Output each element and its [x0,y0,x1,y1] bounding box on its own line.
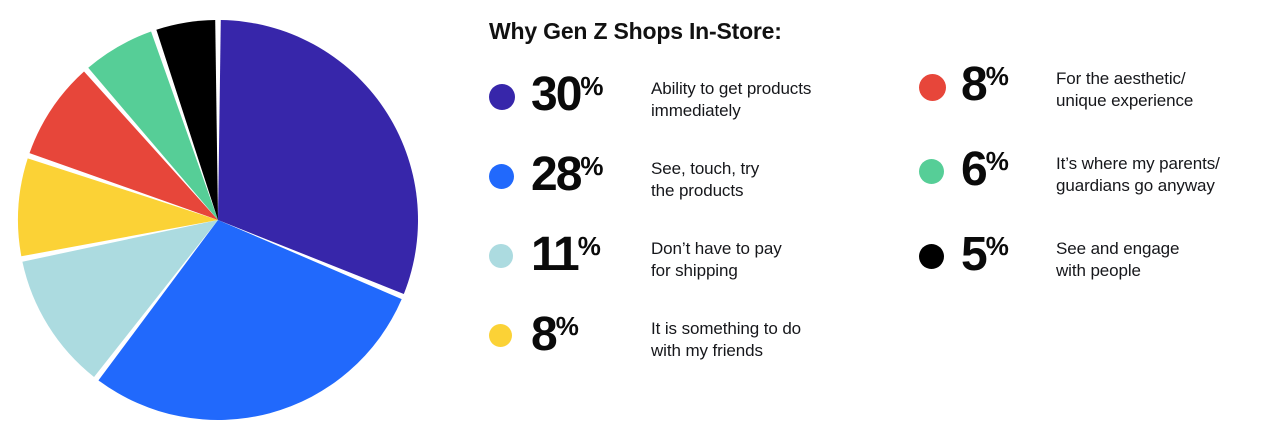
legend-item[interactable]: 11% Don’t have to pay for shipping [489,227,919,310]
legend-percent-number: 11 [531,227,580,281]
pie-slice[interactable] [218,20,419,294]
legend-description-line: guardians go anyway [1056,175,1215,195]
legend-percent-symbol: % [985,145,1009,176]
pie-slice[interactable] [29,71,219,220]
legend-percent-number: 5 [961,227,988,281]
legend-swatch-cell [489,70,531,110]
legend-columns: 30% Ability to get products immediately 28%… [489,56,1269,390]
legend-color-dot-icon [919,243,944,269]
legend-percent-number: 8 [531,307,558,361]
legend-column-left: 30% Ability to get products immediately 28%… [489,56,919,390]
legend-description: For the aesthetic/unique experience [1056,60,1269,112]
legend-percent-symbol: % [580,70,603,101]
legend-description: It is something to do with my friends [651,310,919,362]
legend-panel: Why Gen Z Shops In-Store: 30% Ability to … [489,18,1269,428]
pie-slice-group [17,20,419,421]
legend-percent-symbol: % [555,310,579,341]
legend-percent-number: 8 [961,57,988,111]
legend-description: Ability to get products immediately [651,70,919,122]
legend-percent: 28% [531,147,651,201]
legend-percent: 8% [531,307,651,361]
legend-description-line: It’s where my parents/ [1056,153,1220,173]
legend-description: See and engage with people [1056,230,1269,282]
legend-description: Don’t have to pay for shipping [651,230,919,282]
legend-percent-symbol: % [985,230,1009,261]
legend-percent: 8% [961,57,1056,111]
legend-description-line: See and engage [1056,238,1180,258]
legend-swatch-cell [489,150,531,189]
legend-description-line: Ability to get products [651,78,812,98]
legend-percent: 5% [961,227,1056,281]
legend-swatch-cell [489,230,531,268]
legend-percent-number: 28 [531,147,582,201]
page-title: Why Gen Z Shops In-Store: [489,18,782,44]
legend-description-line: for shipping [651,260,738,280]
legend-item[interactable]: 5% See and engage with people [919,227,1269,315]
legend-color-dot-icon [919,158,944,184]
legend-description-line: with my friends [651,340,763,360]
legend-percent-symbol: % [580,150,603,181]
pie-slice[interactable] [17,158,219,257]
legend-swatch-cell [489,310,531,347]
legend-description-line: unique experience [1056,90,1194,110]
legend-description-line: with people [1056,260,1141,280]
legend-item[interactable]: 6% It’s where my parents/guardians go any… [919,142,1269,230]
pie-slice[interactable] [88,31,219,221]
legend-column-right: 8% For the aesthetic/unique experience 6% I… [919,56,1269,315]
legend-swatch-cell [919,230,961,269]
legend-item[interactable]: 28% See, touch, try the products [489,147,919,230]
legend-percent: 11% [531,227,651,281]
legend-percent-number: 6 [961,142,988,196]
legend-color-dot-icon [489,323,512,347]
legend-item[interactable]: 8% For the aesthetic/unique experience [919,57,1269,145]
pie-slice[interactable] [156,20,218,220]
legend-color-dot-icon [489,83,515,110]
legend-percent-symbol: % [985,60,1009,91]
legend-color-dot-icon [489,163,514,189]
legend-color-dot-icon [489,243,513,268]
legend-percent-number: 30 [531,67,582,121]
legend-description-line: the products [651,180,744,200]
legend-item[interactable]: 30% Ability to get products immediately [489,67,919,150]
legend-description-line: See, touch, try [651,158,760,178]
legend-swatch-cell [919,60,961,101]
pie-chart-svg [17,20,419,421]
pie-slice[interactable] [22,220,218,377]
legend-item[interactable]: 8% It is something to do with my friends [489,307,919,390]
legend-description: See, touch, try the products [651,150,919,202]
legend-percent-symbol: % [577,230,601,261]
legend-color-dot-icon [919,73,946,101]
legend-percent: 30% [531,67,651,121]
legend-description-line: It is something to do [651,318,802,338]
legend-description: It’s where my parents/guardians go anywa… [1056,145,1269,197]
pie-slice[interactable] [98,220,402,421]
legend-percent: 6% [961,142,1056,196]
legend-swatch-cell [919,145,961,184]
pie-chart [12,14,424,426]
legend-description-line: For the aesthetic/ [1056,68,1186,88]
legend-description-line: immediately [651,100,741,120]
legend-description-line: Don’t have to pay [651,238,782,258]
